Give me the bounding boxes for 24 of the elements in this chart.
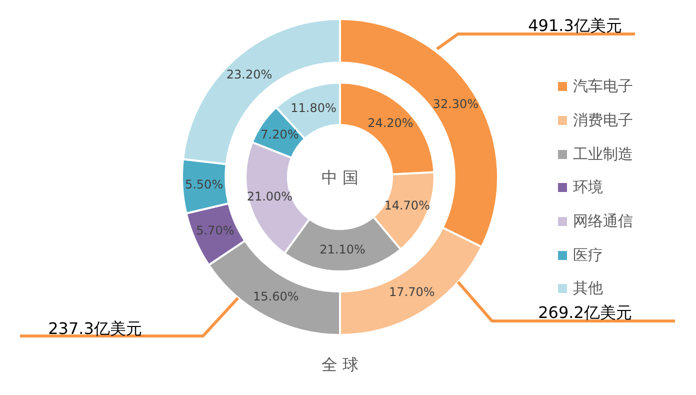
data-label: 21.10% xyxy=(320,242,366,256)
data-label: 32.30% xyxy=(432,97,479,112)
data-label: 11.80% xyxy=(290,100,336,115)
legend-label: 工业制造 xyxy=(573,144,633,164)
legend-label: 网络通信 xyxy=(573,212,633,232)
data-label: 23.20% xyxy=(226,68,272,82)
data-label: 17.70% xyxy=(389,284,435,299)
data-label: 5.50% xyxy=(184,177,224,192)
legend-label: 环境 xyxy=(573,178,603,198)
slice-label: 全 球 xyxy=(321,355,359,374)
legend-label: 其他 xyxy=(573,279,603,298)
data-label: 21.00% xyxy=(246,190,293,204)
legend-label: 医疗 xyxy=(573,246,603,265)
legend-label: 消费电子 xyxy=(573,111,633,130)
data-label: 14.70% xyxy=(384,198,430,212)
text: 269.2亿美元 xyxy=(538,303,632,322)
data-label: 7.20% xyxy=(260,128,299,142)
legend-label: 汽车电子 xyxy=(573,77,633,96)
text: 237.3亿美元 xyxy=(48,319,142,338)
slice-label: 中 国 xyxy=(321,168,359,188)
data-label: 15.60% xyxy=(253,289,299,304)
text: 491.3亿美元 xyxy=(528,16,622,35)
data-label: 24.20% xyxy=(368,116,414,130)
data-label: 5.70% xyxy=(196,224,234,238)
